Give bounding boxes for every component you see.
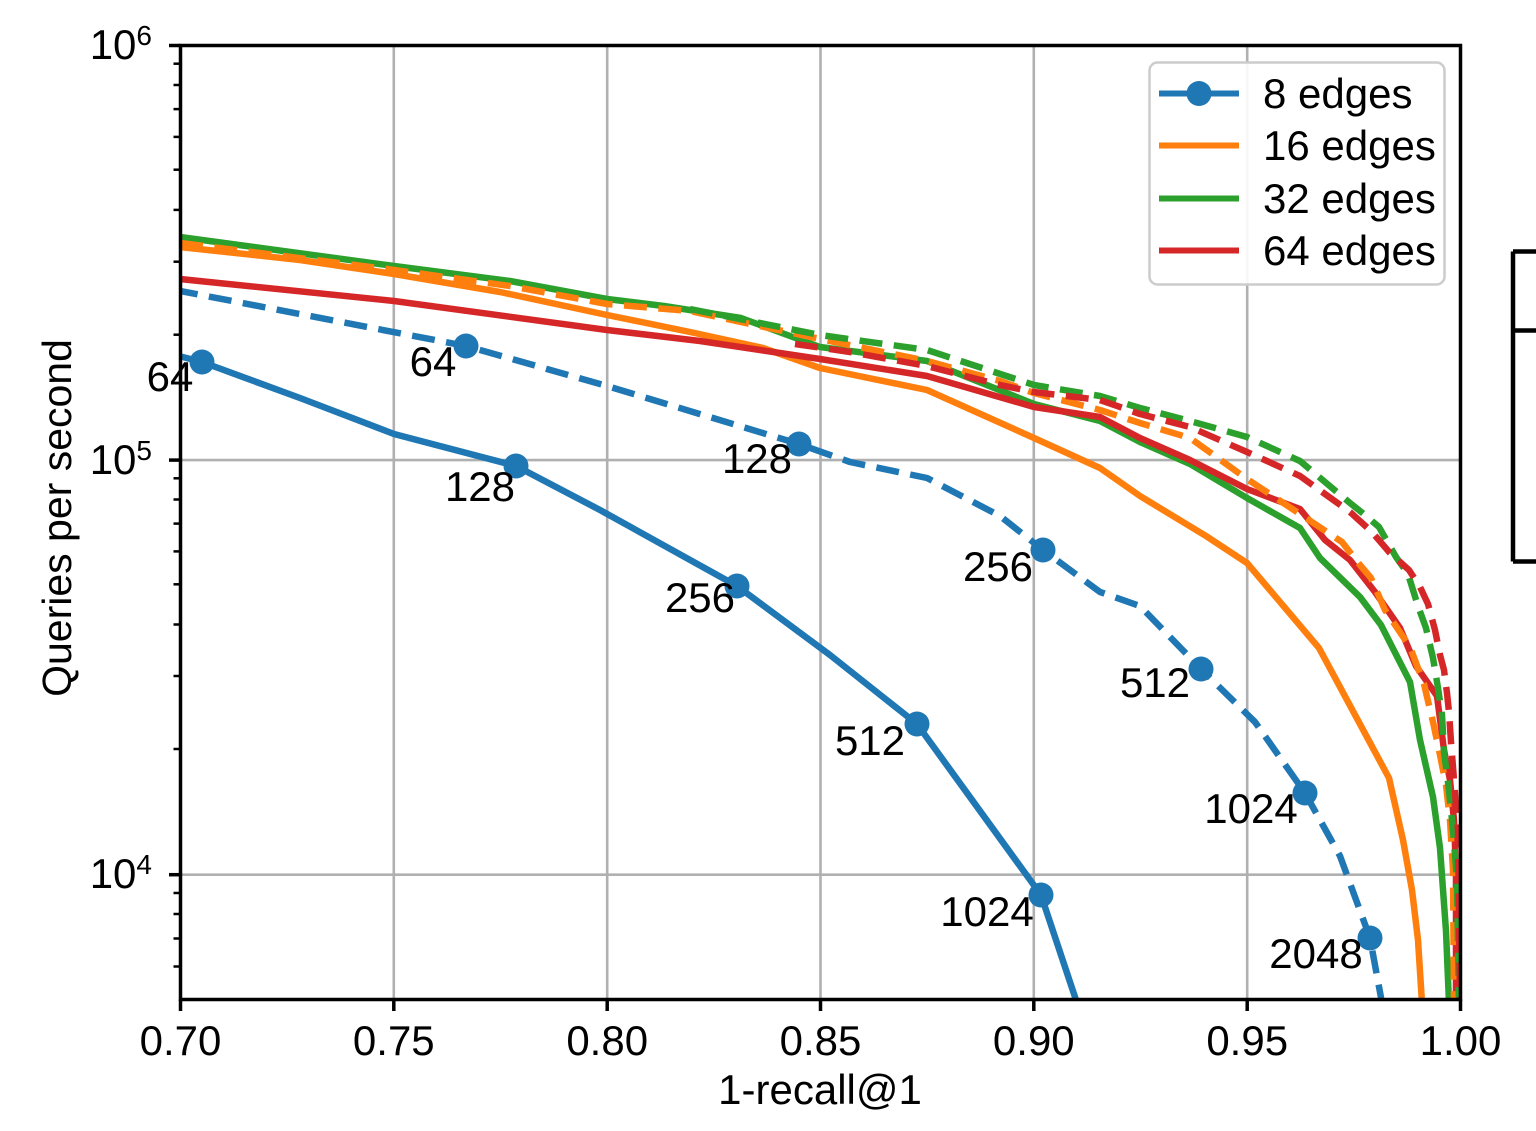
svg-text:Queries per second: Queries per second — [34, 339, 80, 697]
svg-text:32 edges: 32 edges — [1263, 175, 1436, 222]
svg-text:64: 64 — [410, 338, 457, 385]
svg-text:0.75: 0.75 — [353, 1017, 435, 1064]
svg-text:1024: 1024 — [940, 888, 1033, 935]
svg-text:512: 512 — [835, 717, 905, 764]
svg-text:128: 128 — [445, 463, 515, 510]
svg-text:0.70: 0.70 — [140, 1017, 222, 1064]
svg-text:64: 64 — [147, 353, 194, 400]
svg-text:1.00: 1.00 — [1420, 1017, 1502, 1064]
svg-text:512: 512 — [1120, 659, 1190, 706]
svg-text:0.95: 0.95 — [1206, 1017, 1288, 1064]
svg-text:1024: 1024 — [1204, 785, 1297, 832]
svg-text:1-recall@1: 1-recall@1 — [718, 1066, 922, 1113]
svg-text:2048: 2048 — [1269, 930, 1362, 977]
svg-text:0.85: 0.85 — [780, 1017, 862, 1064]
svg-text:106: 106 — [90, 20, 152, 68]
svg-text:16 edges: 16 edges — [1263, 122, 1436, 169]
svg-text:64 edges: 64 edges — [1263, 227, 1436, 274]
svg-text:256: 256 — [963, 543, 1033, 590]
svg-text:128: 128 — [722, 435, 792, 482]
svg-text:8 edges: 8 edges — [1263, 70, 1412, 117]
svg-text:0.90: 0.90 — [993, 1017, 1075, 1064]
svg-text:0.80: 0.80 — [566, 1017, 648, 1064]
svg-text:256: 256 — [665, 574, 735, 621]
